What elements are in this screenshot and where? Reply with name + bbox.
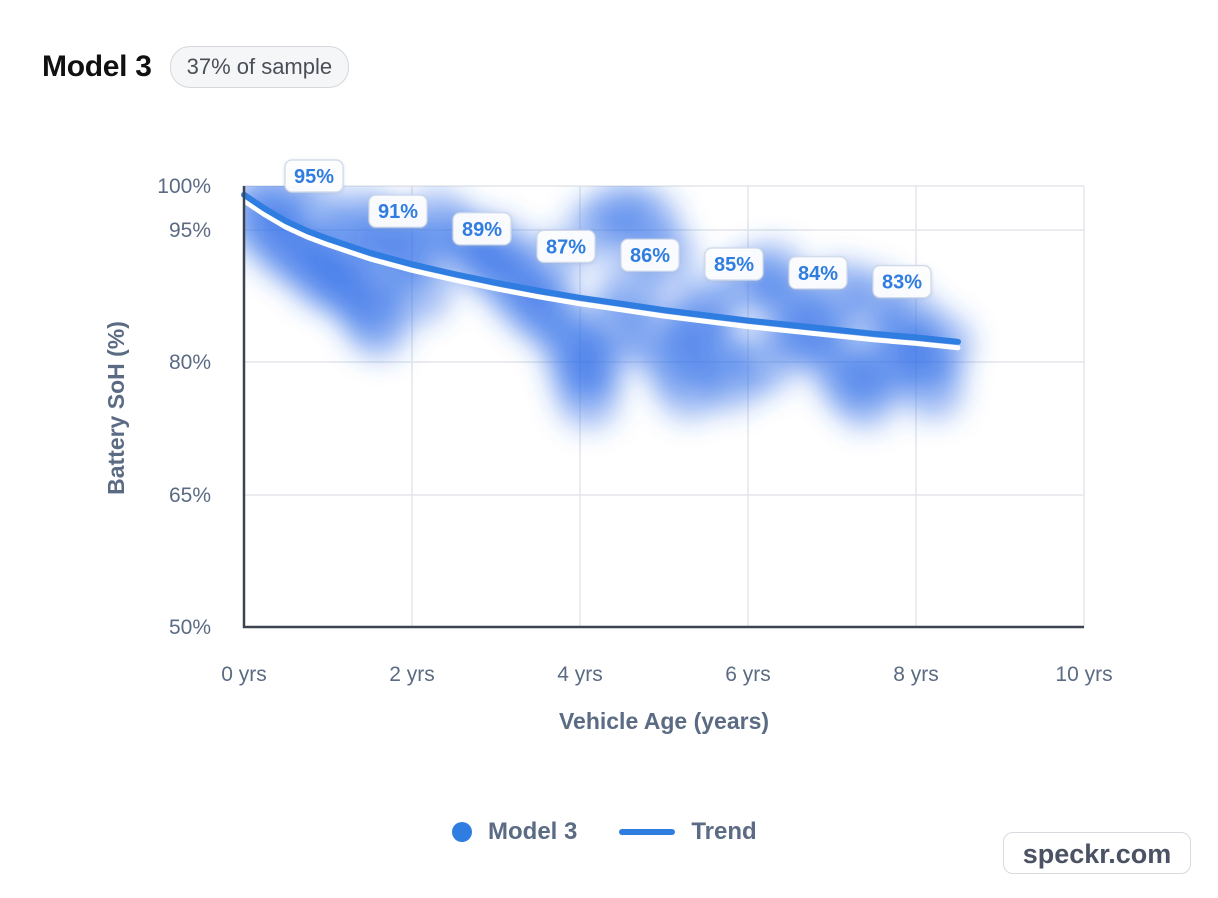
trend-value-label: 86%: [620, 238, 680, 272]
value-label-text: 85%: [714, 254, 754, 276]
value-label-text: 83%: [882, 272, 922, 294]
y-tick-label: 95%: [169, 219, 211, 242]
scatter-point: [346, 294, 411, 359]
legend-label-model3: Model 3: [488, 818, 578, 845]
x-tick-label: 6 yrs: [725, 663, 771, 686]
legend-label-trend: Trend: [691, 818, 757, 845]
cloud-blur-group: [244, 186, 974, 430]
watermark-logo: speckr.com: [1003, 832, 1191, 874]
scatter-point: [245, 186, 310, 227]
value-label-box: [872, 265, 932, 299]
y-axis-title: Battery SoH (%): [103, 321, 129, 495]
y-tick-label: 50%: [169, 616, 211, 639]
trend-value-label: 83%: [872, 265, 932, 299]
y-tick-label: 100%: [157, 175, 211, 198]
tick-labels: 50% 65% 80% 95% 100% 0 yrs 2 yrs 4 yrs 6 yrs 8 yr…: [157, 175, 1112, 686]
x-tick-label: 10 yrs: [1055, 663, 1112, 686]
x-tick-label: 0 yrs: [221, 663, 267, 686]
value-label-text: 86%: [630, 245, 670, 267]
legend-line-icon: [619, 829, 676, 835]
value-label-box: [284, 159, 344, 193]
value-label-text: 89%: [462, 219, 502, 241]
chart-title: Model 3: [42, 50, 152, 83]
value-label-box: [368, 194, 428, 228]
x-axis-title: Vehicle Age (years): [559, 708, 769, 734]
trend-line-glow: [241, 198, 961, 351]
scatter-point: [665, 294, 730, 359]
x-tick-label: 4 yrs: [557, 663, 603, 686]
value-label-box: [452, 212, 512, 246]
value-label-box: [536, 229, 596, 263]
trend-value-label: 89%: [452, 212, 512, 246]
trend-line-group: [241, 191, 961, 351]
axes: [242, 186, 1084, 629]
legend-dot-icon: [452, 822, 472, 842]
trend-value-label: 87%: [536, 229, 596, 263]
y-tick-label: 65%: [169, 484, 211, 507]
legend-item-trend[interactable]: Trend: [619, 818, 757, 846]
legend: Model 3 Trend: [452, 818, 757, 846]
value-label-text: 87%: [546, 236, 586, 258]
trend-value-label: 95%: [284, 159, 344, 193]
x-tick-label: 8 yrs: [893, 663, 939, 686]
trend-value-label: 91%: [368, 194, 428, 228]
scatter-point: [732, 330, 797, 394]
value-label-box: [788, 256, 848, 290]
value-label-text: 95%: [294, 166, 334, 188]
x-tick-label: 2 yrs: [389, 663, 435, 686]
legend-item-model3[interactable]: Model 3: [452, 818, 577, 846]
y-tick-label: 80%: [169, 351, 211, 374]
chart-header: Model 3 37% of sample: [42, 46, 350, 88]
value-label-box: [704, 247, 764, 281]
scatter-density-cloud: [244, 186, 974, 430]
trend-value-label: 85%: [704, 247, 764, 281]
sample-share-badge: 37% of sample: [169, 46, 350, 88]
trend-line: [241, 191, 961, 345]
trend-value-label: 84%: [788, 256, 848, 290]
value-label-box: [620, 238, 680, 272]
value-label-text: 91%: [378, 201, 418, 223]
value-label-text: 84%: [798, 263, 838, 285]
trend-value-labels: 95% 91% 89% 87% 86% 85% 84% 83%: [284, 159, 932, 299]
